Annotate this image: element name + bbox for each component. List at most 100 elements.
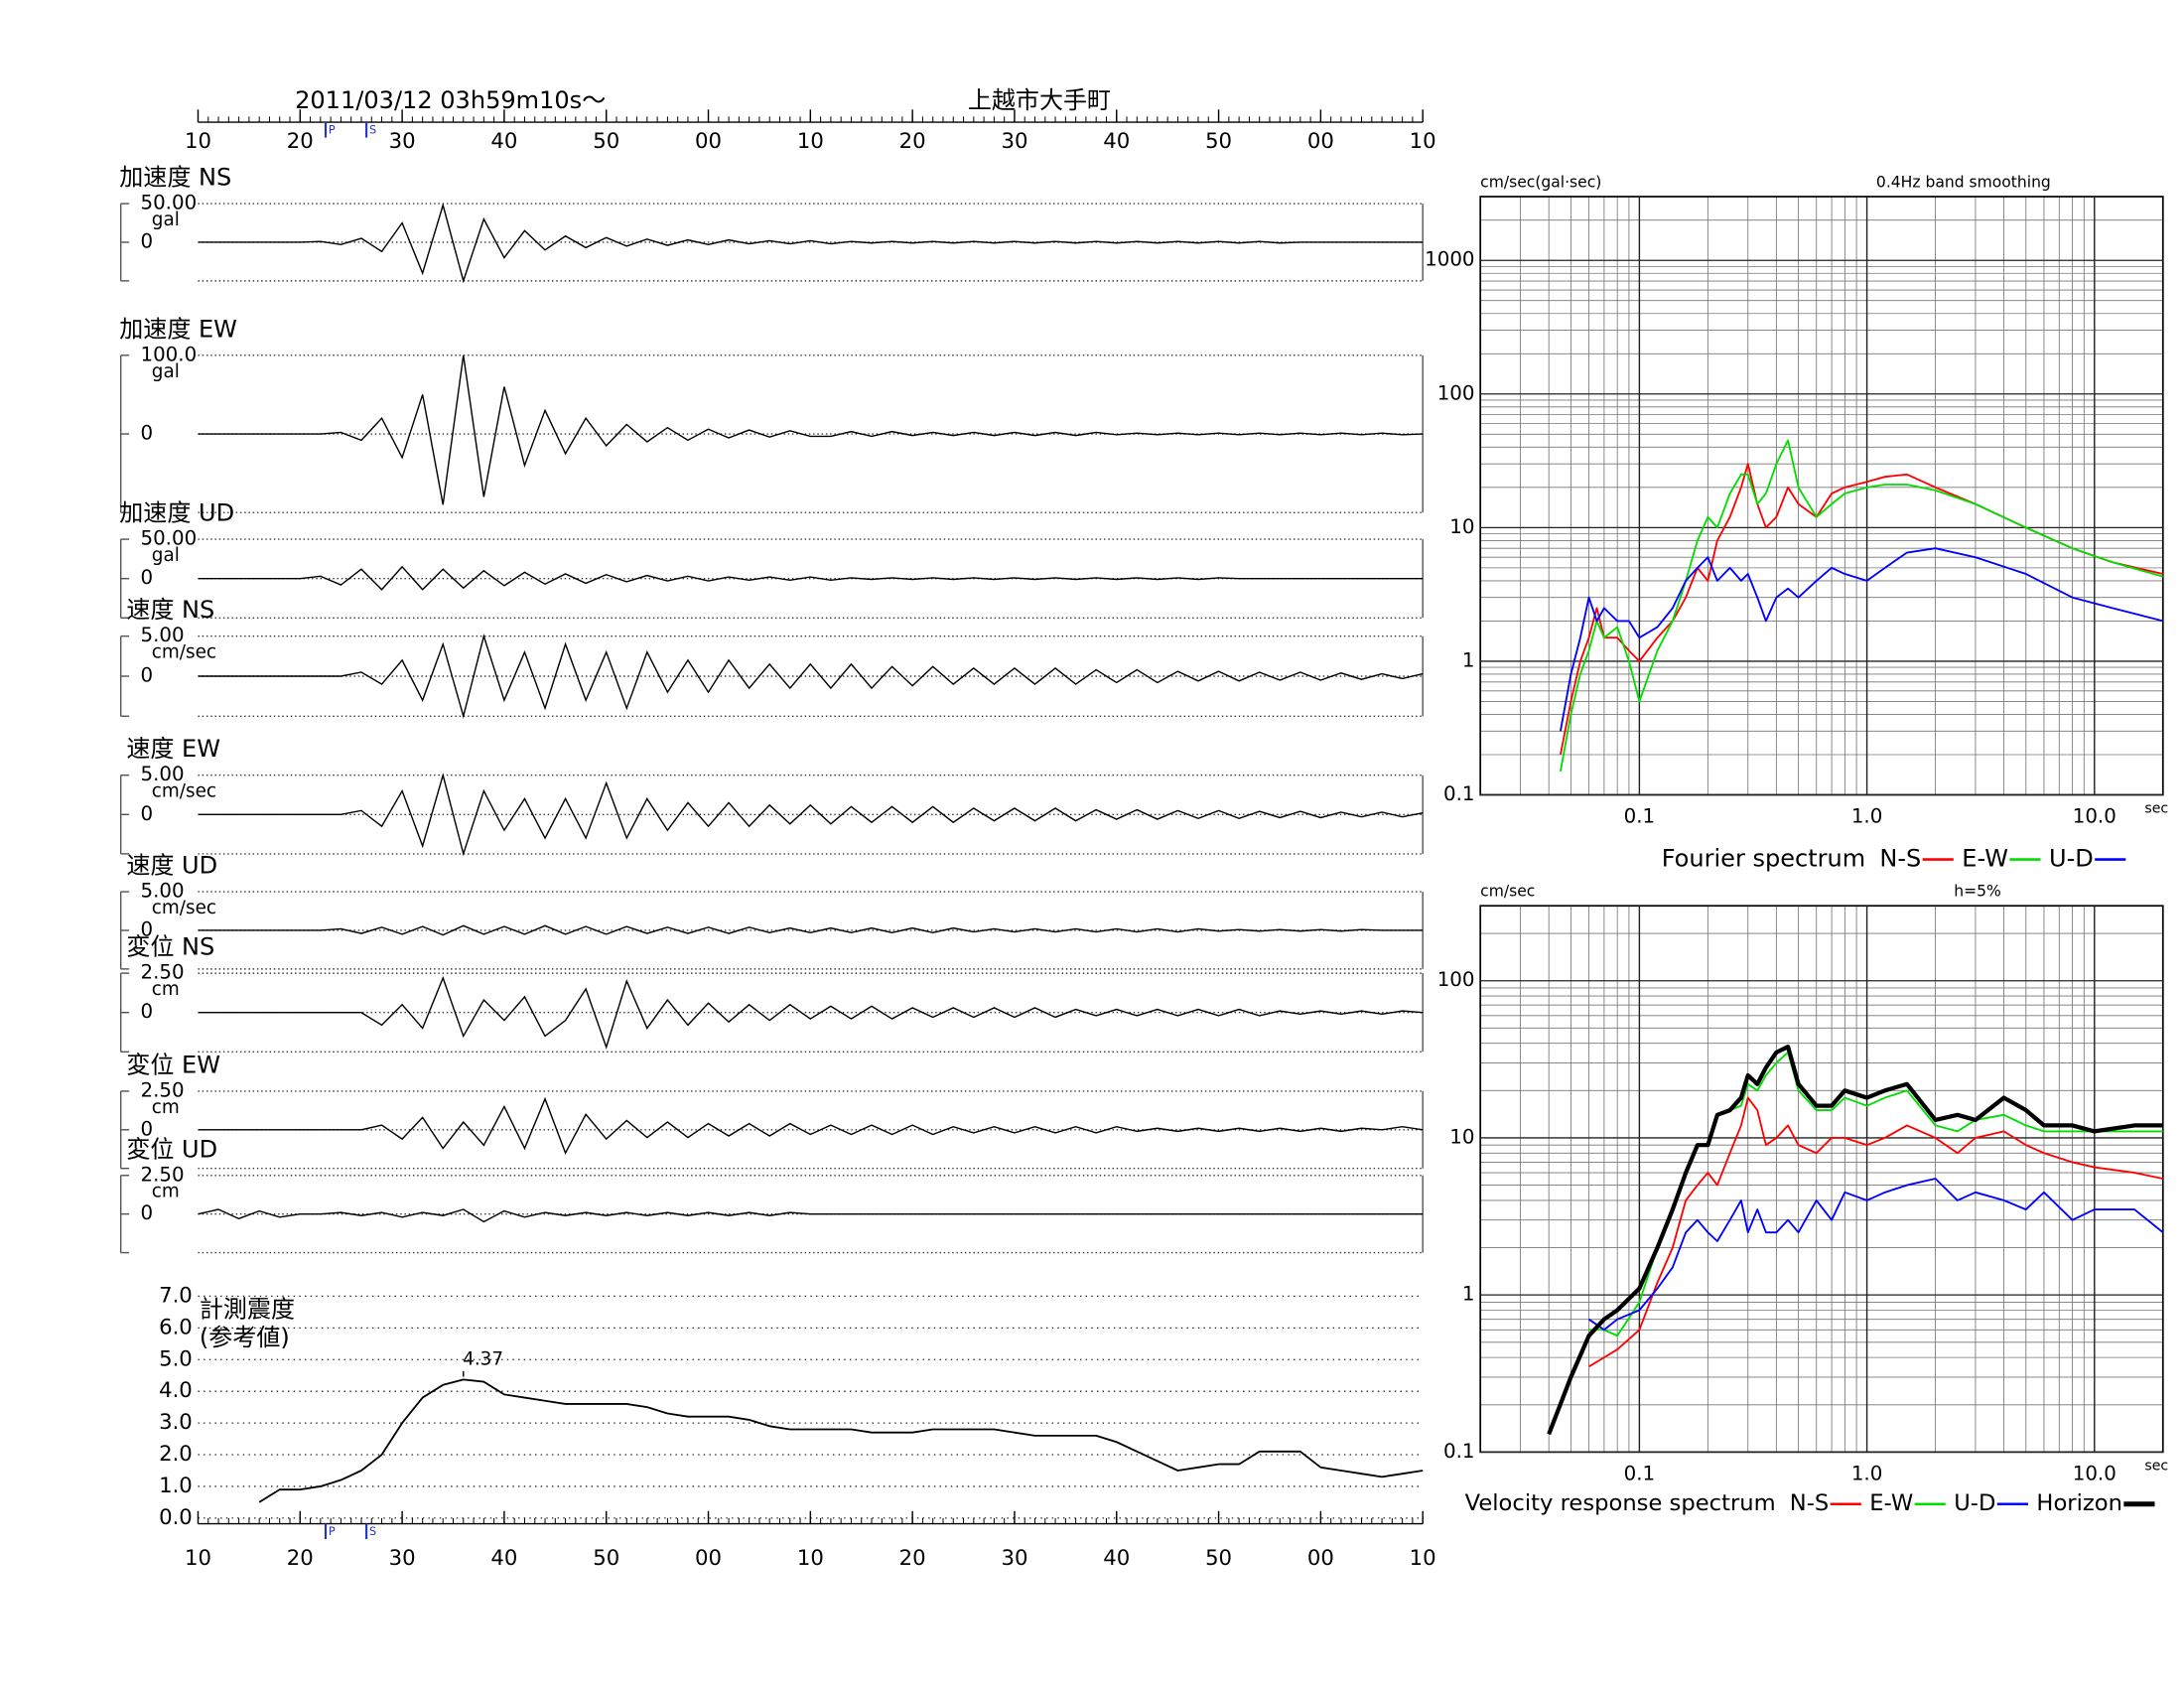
phase-label: P bbox=[329, 1525, 336, 1538]
x-tick-label: 20 bbox=[899, 129, 926, 154]
x-tick-label: 00 bbox=[695, 1546, 722, 1571]
data-line bbox=[1559, 439, 2164, 772]
y-tick-label: 50.00 bbox=[140, 192, 197, 214]
data-line bbox=[1588, 1178, 2164, 1332]
y-tick-label: 0 bbox=[140, 1000, 153, 1023]
x-label: sec bbox=[2144, 1459, 2168, 1475]
data-line bbox=[1588, 1096, 2163, 1368]
data-line bbox=[1547, 1045, 2163, 1436]
y-tick-label: 2.0 bbox=[159, 1442, 193, 1467]
legend-label: Horizon bbox=[2036, 1490, 2122, 1516]
x-tick-label: 40 bbox=[1103, 1546, 1130, 1571]
panel-unit: cm/sec bbox=[152, 898, 216, 918]
chart-title: 2011/03/12 03h59m10s〜 bbox=[295, 86, 606, 114]
x-tick-label: 10 bbox=[185, 129, 211, 154]
y-tick-label: 0 bbox=[140, 917, 153, 940]
y-label: cm/sec bbox=[1480, 883, 1535, 901]
y-tick-label: 0 bbox=[140, 566, 153, 589]
note: 0.4Hz band smoothing bbox=[1876, 173, 2051, 191]
y-tick-label: 1 bbox=[1462, 648, 1475, 671]
y-tick-label: 0.1 bbox=[1443, 782, 1474, 805]
x-tick-label: 30 bbox=[1001, 129, 1027, 154]
x-tick-label: 20 bbox=[287, 129, 314, 154]
y-tick-label: 10 bbox=[1449, 1125, 1474, 1148]
x-tick-label: 50 bbox=[1205, 129, 1232, 154]
plot-frame bbox=[1479, 196, 2164, 796]
x-tick-label: 10 bbox=[1410, 129, 1436, 154]
phase-label: P bbox=[329, 124, 336, 137]
title: 計測震度 bbox=[200, 1296, 295, 1324]
waveform bbox=[198, 1208, 1424, 1223]
legend-title: Fourier spectrum bbox=[1662, 845, 1866, 873]
y-tick-label: 0 bbox=[140, 422, 153, 445]
panel-title: 速度 EW bbox=[126, 735, 220, 763]
waveform bbox=[198, 975, 1424, 1050]
panel-unit: gal bbox=[152, 545, 180, 566]
x-tick-label: 50 bbox=[1205, 1546, 1232, 1571]
x-tick-label: 30 bbox=[389, 129, 416, 154]
waveform bbox=[198, 354, 1424, 505]
x-tick-label: 40 bbox=[490, 1546, 517, 1571]
y-tick-label: 5.00 bbox=[140, 880, 184, 903]
panel-title: 加速度 NS bbox=[119, 164, 231, 192]
y-tick-label: 100 bbox=[1437, 381, 1475, 404]
x-tick-label: 30 bbox=[1001, 1546, 1027, 1571]
y-tick-label: 7.0 bbox=[159, 1283, 193, 1308]
panel-title: 加速度 EW bbox=[119, 315, 237, 343]
phase-label: S bbox=[369, 1525, 376, 1538]
y-tick-label: 6.0 bbox=[159, 1315, 193, 1339]
x-tick-label: 10.0 bbox=[2073, 805, 2116, 828]
y-tick-label: 5.00 bbox=[140, 763, 184, 785]
x-tick-label: 20 bbox=[287, 1546, 314, 1571]
phase-label: S bbox=[369, 124, 376, 137]
y-tick-label: 1.0 bbox=[159, 1474, 193, 1498]
x-tick-label: 00 bbox=[1307, 1546, 1334, 1571]
x-tick-label: 10 bbox=[797, 129, 824, 154]
y-tick-label: 100.0 bbox=[140, 343, 197, 365]
panel-title: 速度 NS bbox=[126, 596, 214, 624]
y-tick-label: 0 bbox=[140, 1117, 153, 1140]
panel-unit: gal bbox=[152, 361, 180, 382]
y-label: cm/sec(gal·sec) bbox=[1480, 173, 1601, 191]
y-tick-label: 4.0 bbox=[159, 1378, 193, 1403]
y-tick-label: 0 bbox=[140, 229, 153, 252]
x-tick-label: 10 bbox=[1410, 1546, 1436, 1571]
y-tick-label: 2.50 bbox=[140, 1078, 184, 1101]
x-tick-label: 20 bbox=[899, 1546, 926, 1571]
data-line bbox=[1559, 547, 2164, 732]
legend-label: U-D bbox=[1954, 1490, 1995, 1516]
note: h=5% bbox=[1954, 883, 2001, 901]
x-label: sec bbox=[2144, 801, 2168, 817]
legend-label: E-W bbox=[1962, 845, 2008, 873]
y-tick-label: 5.0 bbox=[159, 1346, 193, 1371]
y-tick-label: 100 bbox=[1437, 968, 1475, 991]
subtitle: (参考値) bbox=[200, 1324, 290, 1351]
panel-title: 加速度 UD bbox=[119, 499, 234, 527]
y-tick-label: 50.00 bbox=[140, 527, 197, 550]
panel-title: 速度 UD bbox=[126, 852, 217, 880]
panel-unit: cm bbox=[152, 1097, 180, 1118]
x-tick-label: 1.0 bbox=[1851, 805, 1882, 828]
panel-title: 変位 EW bbox=[126, 1051, 220, 1078]
panel-unit: cm bbox=[152, 1182, 180, 1202]
annotation: 4.37 bbox=[463, 1349, 503, 1370]
x-tick-label: 10.0 bbox=[2073, 1463, 2116, 1485]
waveform bbox=[198, 924, 1424, 936]
panel-unit: cm bbox=[152, 979, 180, 1000]
y-tick-label: 1000 bbox=[1425, 248, 1474, 271]
waveform bbox=[198, 773, 1424, 857]
station-name: 上越市大手町 bbox=[968, 86, 1111, 114]
y-tick-label: 2.50 bbox=[140, 1163, 184, 1186]
x-tick-label: 40 bbox=[490, 129, 517, 154]
x-tick-label: 0.1 bbox=[1624, 1463, 1655, 1485]
panel-unit: gal bbox=[152, 210, 180, 230]
y-tick-label: 0.1 bbox=[1443, 1440, 1474, 1463]
x-tick-label: 0.1 bbox=[1624, 805, 1655, 828]
panel-title: 変位 UD bbox=[126, 1135, 217, 1163]
x-tick-label: 30 bbox=[389, 1546, 416, 1571]
x-tick-label: 10 bbox=[797, 1546, 824, 1571]
legend-title: Velocity response spectrum bbox=[1465, 1490, 1776, 1516]
panel-unit: cm/sec bbox=[152, 781, 216, 802]
x-tick-label: 50 bbox=[593, 129, 619, 154]
